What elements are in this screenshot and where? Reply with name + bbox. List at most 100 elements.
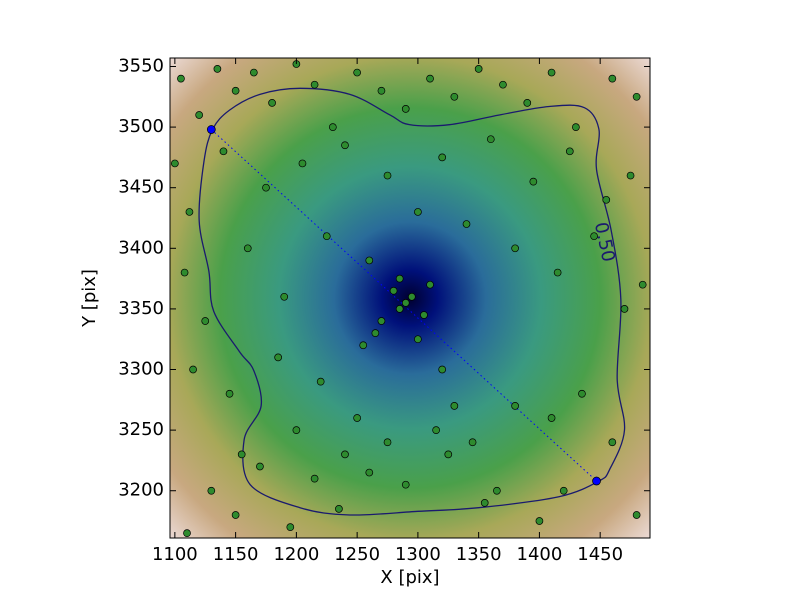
point [177,74,185,83]
point [231,86,240,95]
point [201,317,210,325]
point [243,244,252,253]
point [474,65,483,73]
x-tick-label: 1100 [152,544,198,565]
point [426,280,434,289]
y-tick-label: 3400 [118,237,164,258]
point [256,462,264,471]
x-tick-label: 1150 [213,544,259,565]
point [395,305,404,313]
point [207,486,216,495]
point [371,329,380,338]
point [401,298,410,307]
x-tick-label: 1450 [577,544,623,565]
point [523,98,532,107]
point [365,256,374,265]
point [450,92,459,101]
point [608,438,617,447]
x-tick-label: 1400 [517,544,563,565]
point [183,529,191,538]
point [462,220,471,228]
point [225,389,234,398]
x-tick-label: 1200 [273,544,319,565]
point [383,171,392,180]
point [383,438,392,447]
point [420,311,428,319]
point [286,523,295,531]
point [438,365,447,374]
point [180,268,189,277]
y-tick-label: 3450 [118,177,164,198]
point [426,74,434,83]
x-axis-label: X [pix] [380,567,439,588]
point [608,74,617,83]
point [572,123,580,131]
point [213,65,222,73]
point [590,232,598,241]
point [529,177,538,186]
point [401,105,410,113]
point [438,153,447,162]
x-tick-label: 1350 [456,544,502,565]
y-tick-label: 3300 [118,359,164,380]
point [231,511,240,519]
point [401,480,410,489]
point [626,171,635,180]
point [262,183,270,192]
point [335,505,343,513]
point [389,286,398,295]
point [341,450,349,459]
point [353,414,361,422]
point [171,159,179,168]
point [219,147,228,156]
x-tick-label: 1300 [395,544,441,565]
endpoint [206,125,216,134]
point [328,123,337,131]
point [274,353,283,362]
y-tick-label: 3250 [118,419,164,440]
point [414,335,422,344]
point [432,426,440,434]
point [578,389,586,398]
point [620,305,629,313]
point [298,159,307,168]
point [195,111,204,119]
y-tick-label: 3350 [118,298,164,319]
y-axis-label: Y [pix] [79,269,100,328]
endpoint-line [210,129,597,482]
point [535,517,544,525]
y-tick-label: 3500 [118,116,164,137]
point [480,498,489,507]
endpoint [592,476,601,486]
point [316,377,325,386]
y-tick-label: 3200 [118,480,164,501]
point [486,135,495,144]
point [602,195,611,204]
point [377,86,386,95]
point [310,80,319,89]
point [365,468,374,477]
point [185,208,194,216]
point [553,268,562,277]
point [341,141,349,150]
point [468,438,477,447]
point [632,511,641,519]
point [237,450,246,459]
point [280,292,289,301]
point [565,147,574,156]
point [189,365,197,374]
point [292,426,301,434]
point [559,486,568,495]
point [414,208,422,216]
point [444,450,453,459]
point [249,68,258,77]
point [377,317,386,325]
point [268,98,276,107]
point [493,486,501,495]
axes-frame [169,57,651,539]
y-tick-label: 3550 [118,55,164,76]
point [407,292,416,301]
point [395,274,404,283]
point [547,68,556,77]
